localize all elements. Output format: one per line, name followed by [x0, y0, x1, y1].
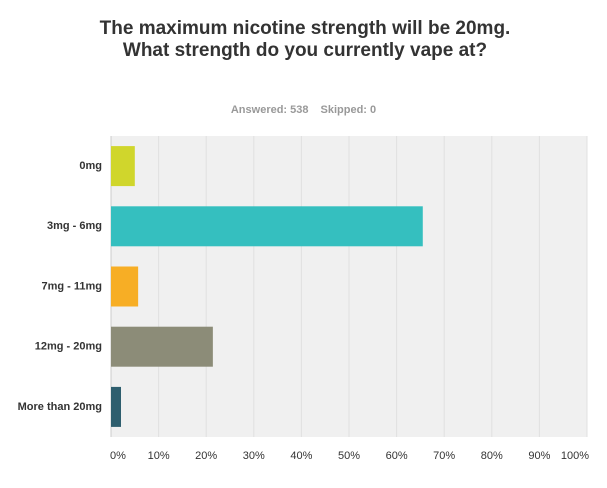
x-tick-label: 90%	[528, 450, 550, 462]
y-tick-label: 12mg - 20mg	[35, 341, 102, 353]
answered: Answered: 538	[230, 104, 309, 116]
x-tick-label: 70%	[433, 450, 455, 462]
bar	[111, 206, 423, 247]
bar	[111, 386, 121, 427]
x-tick-label: 30%	[243, 450, 265, 462]
y-tick-label: 0mg	[79, 160, 102, 172]
skipped: Skipped: 0	[320, 104, 377, 116]
x-tick-label: 100%	[561, 450, 589, 462]
subtitle: Answered: 538 Skipped: 0	[0, 104, 607, 116]
y-tick-label: 7mg - 11mg	[41, 280, 102, 292]
bar	[111, 326, 213, 367]
chart-title: The maximum nicotine strength will be 20…	[99, 18, 511, 61]
x-tick-label: 80%	[481, 450, 503, 462]
y-tick-label: More than 20mg	[18, 401, 102, 413]
x-tick-label: 40%	[290, 450, 312, 462]
x-tick-label: 60%	[386, 450, 408, 462]
bar	[111, 266, 139, 307]
x-tick-label: 20%	[195, 450, 217, 462]
bar	[111, 146, 135, 187]
x-tick-label: 0%	[110, 450, 126, 462]
x-tick-label: 10%	[148, 450, 170, 462]
x-tick-label: 50%	[338, 450, 360, 462]
y-tick-label: 3mg - 6mg	[47, 220, 102, 232]
